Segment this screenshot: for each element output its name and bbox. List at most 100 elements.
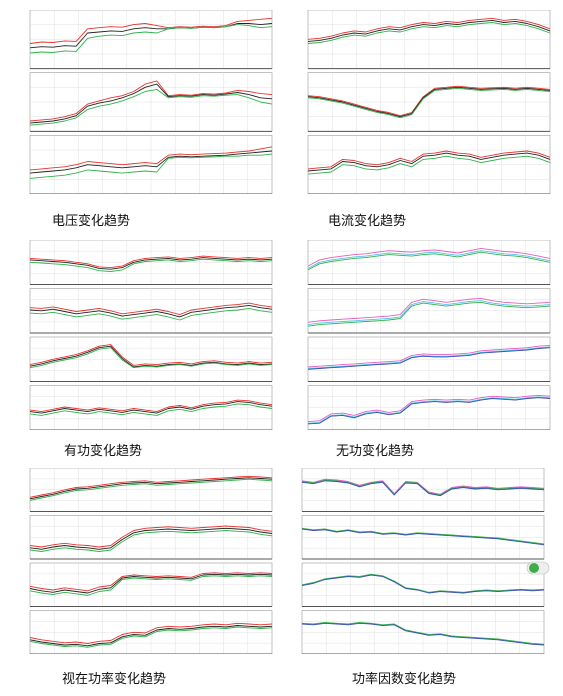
voltage-panel-2-series-red bbox=[29, 80, 273, 122]
apparent-panel-2-series-black bbox=[29, 527, 273, 550]
chart-reactive-svg bbox=[307, 240, 551, 430]
active-panel-2-series-green bbox=[29, 307, 273, 321]
chart-current bbox=[294, 10, 552, 194]
chart-pf bbox=[288, 468, 546, 654]
voltage-panel-3-series-green bbox=[29, 153, 273, 179]
active-panel-4-series-green bbox=[29, 403, 273, 416]
voltage-panel-2 bbox=[29, 72, 273, 132]
chart-voltage-svg bbox=[29, 10, 273, 194]
reactive-panel-3-series-pink bbox=[307, 344, 551, 368]
reactive-panel-2-series-cyan bbox=[307, 300, 551, 326]
reactive-panel-3-series-blue bbox=[307, 347, 551, 370]
voltage-panel-1-series-black bbox=[29, 23, 273, 49]
chart-active bbox=[16, 240, 274, 430]
active-panel-2-series-black bbox=[29, 304, 273, 318]
active-panel-3-series-green bbox=[29, 347, 273, 369]
chart-reactive bbox=[294, 240, 552, 430]
current-panel-3-series-green bbox=[307, 155, 551, 175]
apparent-panel-4-series-red bbox=[29, 622, 273, 644]
pf-panel-2 bbox=[301, 515, 545, 560]
active-panel-1-series-red bbox=[29, 255, 273, 269]
voltage-panel-1-series-green bbox=[29, 24, 273, 54]
chart-apparent bbox=[16, 468, 274, 654]
legend-toggle-icon[interactable] bbox=[526, 560, 550, 576]
caption-reactive: 无功变化趋势 bbox=[336, 444, 415, 459]
active-panel-3-series-black bbox=[29, 345, 273, 368]
reactive-panel-4-series-blue bbox=[307, 397, 551, 425]
current-panel-3 bbox=[307, 135, 551, 194]
apparent-panel-3 bbox=[29, 562, 273, 607]
reactive-panel-2-series-pink bbox=[307, 297, 551, 323]
current-panel-3-series-black bbox=[307, 152, 551, 172]
apparent-panel-1 bbox=[29, 468, 273, 512]
current-panel-2-series-red bbox=[307, 85, 551, 117]
reactive-panel-4 bbox=[307, 385, 551, 430]
active-panel-4 bbox=[29, 385, 273, 430]
reactive-panel-1-series-pink bbox=[307, 247, 551, 267]
pf-panel-3-series-blue bbox=[301, 574, 545, 594]
caption-current: 电流变化趋势 bbox=[328, 214, 407, 229]
active-panel-4-series-black bbox=[29, 401, 273, 414]
apparent-panel-2 bbox=[29, 515, 273, 560]
pf-panel-1 bbox=[301, 468, 545, 512]
chart-pf-svg bbox=[301, 468, 545, 654]
active-panel-1-series-black bbox=[29, 257, 273, 270]
apparent-panel-2-series-green bbox=[29, 530, 273, 552]
apparent-panel-1-series-green bbox=[29, 478, 273, 501]
reactive-panel-1-series-green bbox=[307, 251, 551, 271]
active-panel-4-series-red bbox=[29, 399, 273, 413]
active-panel-1 bbox=[29, 240, 273, 285]
reactive-panel-3-series-cyan bbox=[307, 346, 551, 369]
pf-panel-1-series-green bbox=[301, 479, 545, 496]
apparent-panel-2-series-red bbox=[29, 525, 273, 548]
current-panel-2-series-green bbox=[307, 87, 551, 119]
active-panel-2-series-red bbox=[29, 302, 273, 316]
reactive-panel-2 bbox=[307, 288, 551, 334]
apparent-panel-3-series-red bbox=[29, 572, 273, 592]
reactive-panel-1-series-cyan bbox=[307, 250, 551, 269]
active-panel-1-series-green bbox=[29, 258, 273, 272]
pf-panel-3 bbox=[301, 562, 545, 607]
current-panel-1 bbox=[307, 10, 551, 70]
voltage-panel-2-series-green bbox=[29, 88, 273, 126]
caption-apparent: 视在功率变化趋势 bbox=[62, 672, 167, 687]
caption-pf: 功率因数变化趋势 bbox=[352, 672, 457, 687]
voltage-panel-1 bbox=[29, 10, 273, 70]
voltage-panel-2-series-black bbox=[29, 83, 273, 124]
current-panel-1-series-green bbox=[307, 22, 551, 44]
active-panel-3 bbox=[29, 336, 273, 382]
pf-panel-3-series-green bbox=[301, 573, 545, 593]
caption-active: 有功变化趋势 bbox=[64, 444, 143, 459]
apparent-panel-1-series-black bbox=[29, 477, 273, 500]
pf-panel-4-series-blue bbox=[301, 622, 545, 646]
voltage-panel-1-series-red bbox=[29, 17, 273, 44]
active-panel-3-series-red bbox=[29, 344, 273, 366]
current-panel-3-series-red bbox=[307, 150, 551, 170]
apparent-panel-3-series-green bbox=[29, 575, 273, 596]
apparent-panel-4-series-green bbox=[29, 626, 273, 648]
reactive-panel-1 bbox=[307, 240, 551, 285]
voltage-panel-3-series-black bbox=[29, 150, 273, 174]
reactive-panel-4-series-cyan bbox=[307, 396, 551, 424]
current-panel-2-series-black bbox=[307, 86, 551, 118]
apparent-panel-1-series-red bbox=[29, 475, 273, 498]
apparent-panel-4 bbox=[29, 610, 273, 654]
pf-panel-4-series-green bbox=[301, 622, 545, 645]
apparent-panel-4-series-black bbox=[29, 625, 273, 647]
current-panel-2 bbox=[307, 72, 551, 132]
chart-voltage bbox=[16, 10, 274, 194]
apparent-panel-3-series-black bbox=[29, 573, 273, 594]
caption-voltage: 电压变化趋势 bbox=[52, 214, 131, 229]
reactive-panel-3 bbox=[307, 336, 551, 382]
current-panel-1-series-red bbox=[307, 17, 551, 40]
pf-panel-2-series-blue bbox=[301, 528, 545, 546]
chart-active-svg bbox=[29, 240, 273, 430]
pf-panel-1-series-blue bbox=[301, 480, 545, 497]
chart-apparent-svg bbox=[29, 468, 273, 654]
voltage-panel-3-series-red bbox=[29, 146, 273, 171]
pf-panel-1-series-pink bbox=[301, 478, 545, 495]
pf-panel-4 bbox=[301, 610, 545, 654]
reactive-panel-4-series-pink bbox=[307, 394, 551, 423]
chart-current-svg bbox=[307, 10, 551, 194]
reactive-panel-2-series-green bbox=[307, 301, 551, 327]
